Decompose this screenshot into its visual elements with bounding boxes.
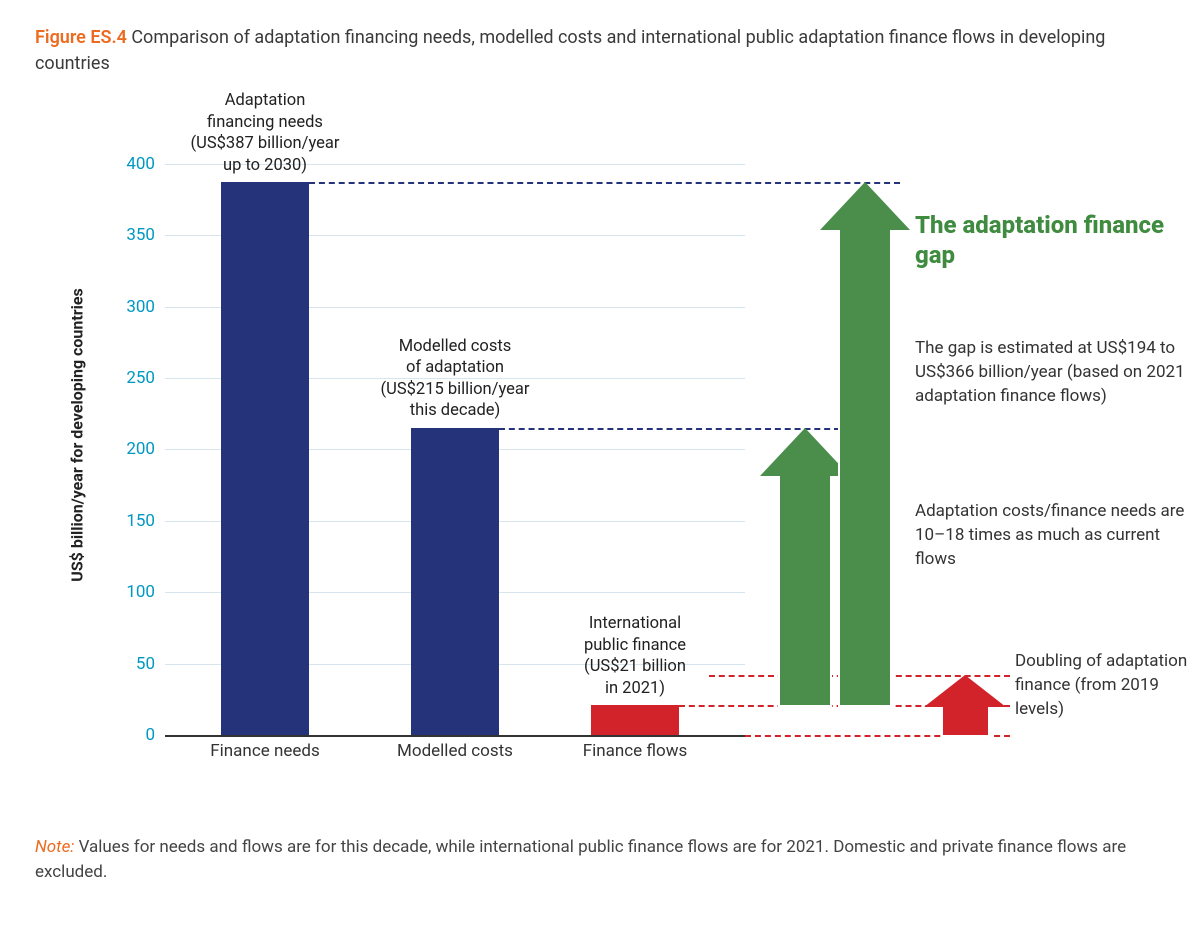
- gap-estimate-text: The gap is estimated at US$194 to US$366…: [915, 337, 1195, 408]
- doubling-arrow: [924, 675, 1006, 735]
- reference-dash: [309, 182, 900, 184]
- y-tick: 150: [126, 511, 165, 531]
- bar-annotation: Modelled costs of adaptation (US$215 bil…: [355, 336, 555, 422]
- figure-note: Note: Values for needs and flows are for…: [35, 835, 1165, 884]
- x-category: Finance flows: [545, 741, 725, 761]
- bar-annotation: Adaptation financing needs (US$387 billi…: [165, 90, 365, 176]
- y-tick: 300: [126, 297, 165, 317]
- plot-region: 050100150200250300350400Adaptation finan…: [165, 135, 745, 735]
- gap-arrow: [820, 182, 910, 705]
- chart-area: US$ billion/year for developing countrie…: [35, 105, 1165, 825]
- y-tick: 250: [126, 368, 165, 388]
- y-tick: 400: [126, 154, 165, 174]
- y-tick: 100: [126, 582, 165, 602]
- y-tick: 350: [126, 225, 165, 245]
- figure-title: Figure ES.4 Comparison of adaptation fin…: [35, 25, 1165, 77]
- bar: [411, 428, 499, 735]
- gap-title: The adaptation finance gap: [915, 210, 1175, 270]
- y-tick: 50: [136, 654, 165, 674]
- note-text: Values for needs and flows are for this …: [35, 837, 1126, 882]
- bar-annotation: International public finance (US$21 bill…: [535, 613, 735, 699]
- y-tick: 200: [126, 439, 165, 459]
- y-axis-label: US$ billion/year for developing countrie…: [68, 288, 87, 581]
- x-axis-line: [165, 735, 745, 737]
- doubling-text: Doubling of adaptation finance (from 201…: [1015, 650, 1195, 721]
- y-tick: 0: [145, 725, 165, 745]
- figure-label: Figure ES.4: [35, 27, 127, 48]
- x-category: Modelled costs: [365, 741, 545, 761]
- reference-dash: [745, 735, 1010, 737]
- bar: [591, 705, 679, 735]
- gap-multiple-text: Adaptation costs/finance needs are 10–18…: [915, 500, 1195, 571]
- note-label: Note:: [35, 837, 74, 857]
- figure-title-text: Comparison of adaptation financing needs…: [35, 27, 1105, 74]
- x-category: Finance needs: [175, 741, 355, 761]
- bar: [221, 182, 309, 735]
